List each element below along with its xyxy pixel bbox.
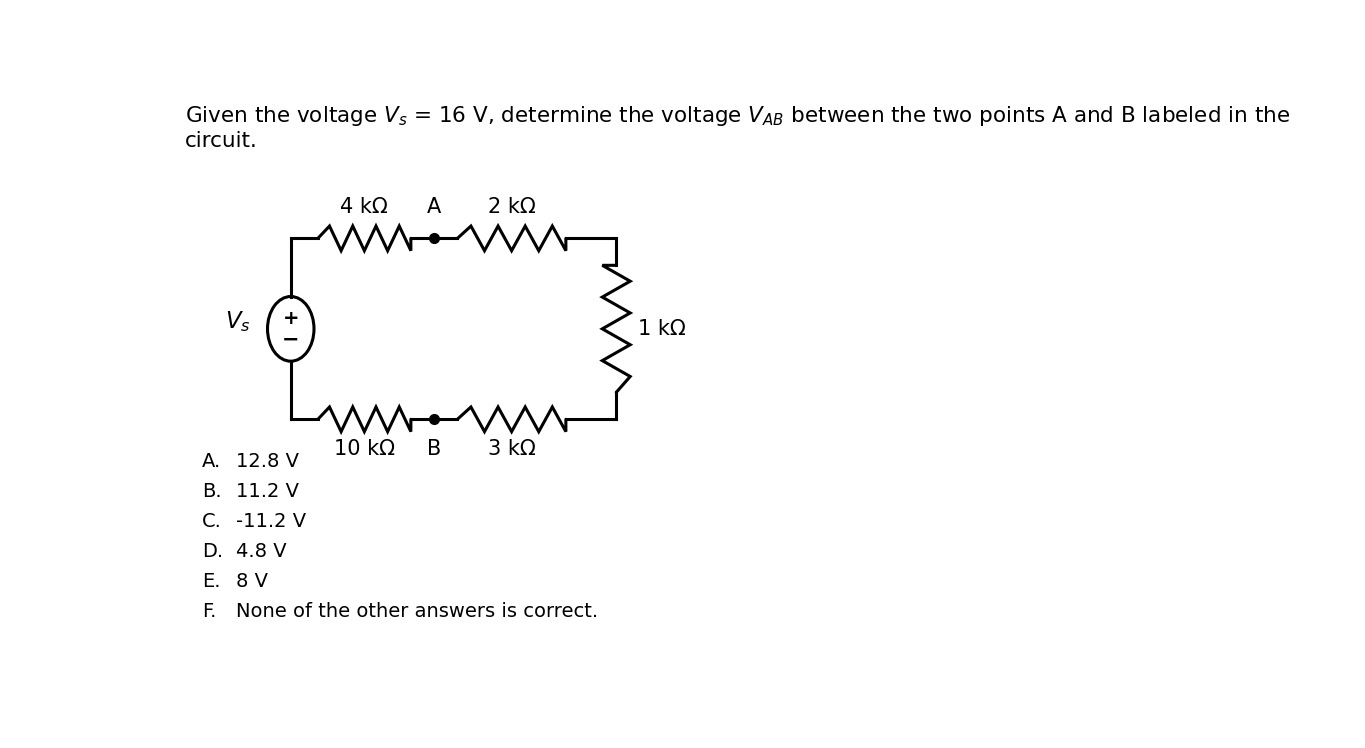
Text: -11.2 V: -11.2 V — [236, 512, 307, 531]
Text: F.: F. — [202, 602, 216, 622]
Text: C.: C. — [202, 512, 221, 531]
Text: Given the voltage $V_s$ = 16 V, determine the voltage $V_{AB}$ between the two p: Given the voltage $V_s$ = 16 V, determin… — [184, 104, 1290, 128]
Text: A.: A. — [202, 453, 221, 471]
Text: B: B — [427, 438, 441, 459]
Text: 3 kΩ: 3 kΩ — [487, 438, 535, 459]
Text: 10 kΩ: 10 kΩ — [334, 438, 394, 459]
Text: D.: D. — [202, 542, 222, 561]
Text: 4.8 V: 4.8 V — [236, 542, 287, 561]
Text: 2 kΩ: 2 kΩ — [487, 197, 535, 217]
Text: A: A — [427, 197, 441, 217]
Text: 8 V: 8 V — [236, 572, 269, 591]
Text: E.: E. — [202, 572, 220, 591]
Text: 12.8 V: 12.8 V — [236, 453, 299, 471]
Text: circuit.: circuit. — [184, 131, 258, 150]
Text: B.: B. — [202, 482, 221, 501]
Text: 4 kΩ: 4 kΩ — [340, 197, 388, 217]
Text: None of the other answers is correct.: None of the other answers is correct. — [236, 602, 599, 622]
Text: 11.2 V: 11.2 V — [236, 482, 299, 501]
Text: +: + — [283, 309, 299, 328]
Text: $V_s$: $V_s$ — [225, 309, 251, 334]
Text: −: − — [283, 330, 299, 349]
Text: 1 kΩ: 1 kΩ — [637, 319, 685, 339]
